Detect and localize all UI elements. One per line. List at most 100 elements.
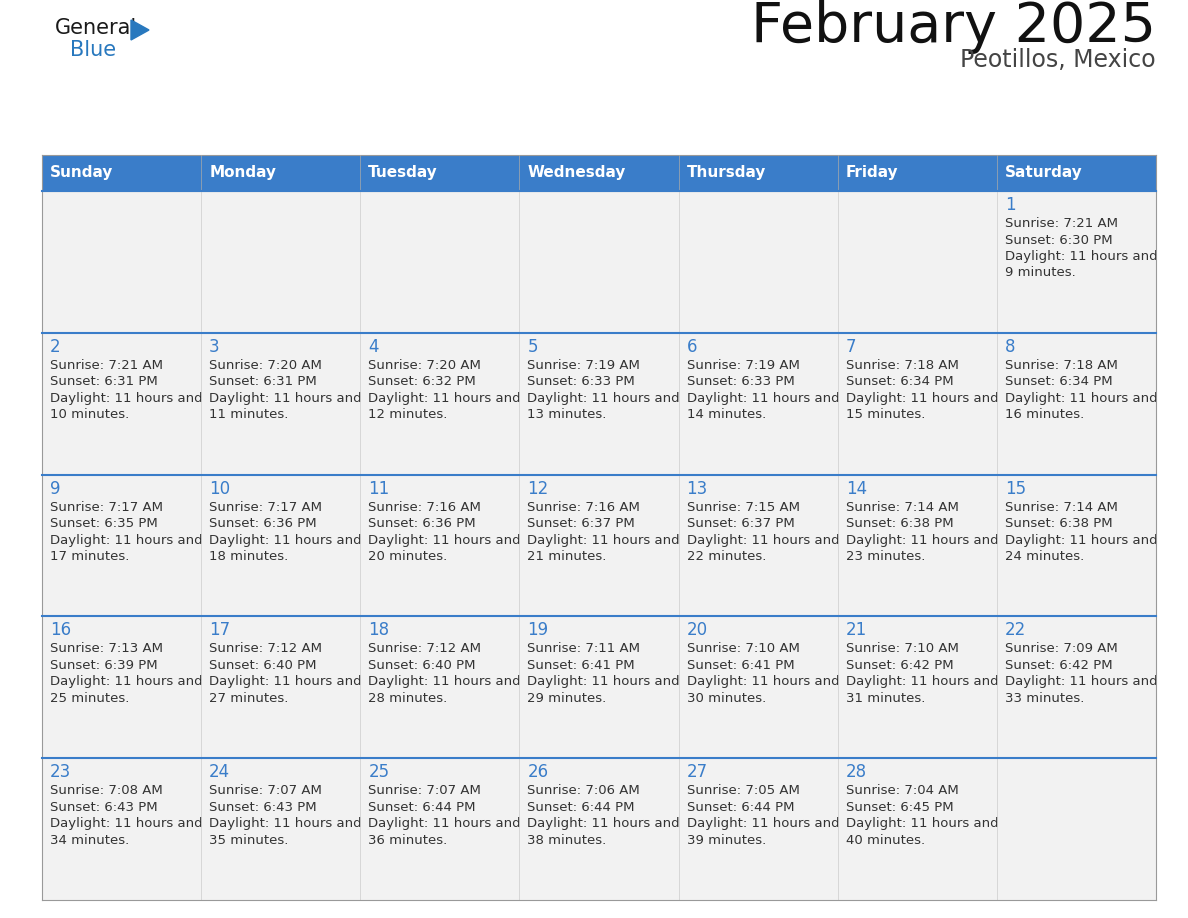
Text: Monday: Monday [209, 165, 276, 181]
Text: Sunrise: 7:21 AM: Sunrise: 7:21 AM [1005, 217, 1118, 230]
Text: 27 minutes.: 27 minutes. [209, 692, 289, 705]
Text: Sunset: 6:42 PM: Sunset: 6:42 PM [846, 659, 953, 672]
Text: Daylight: 11 hours and: Daylight: 11 hours and [527, 533, 680, 546]
Text: 18: 18 [368, 621, 390, 640]
Text: Sunrise: 7:09 AM: Sunrise: 7:09 AM [1005, 643, 1118, 655]
Text: Sunset: 6:43 PM: Sunset: 6:43 PM [50, 800, 158, 813]
Text: 15 minutes.: 15 minutes. [846, 409, 925, 421]
Text: 6: 6 [687, 338, 697, 356]
Text: Sunset: 6:40 PM: Sunset: 6:40 PM [209, 659, 317, 672]
Bar [838, 191, 997, 333]
Text: Sunrise: 7:05 AM: Sunrise: 7:05 AM [687, 784, 800, 797]
Bar [519, 475, 678, 616]
Bar [42, 191, 201, 333]
Text: 28: 28 [846, 763, 867, 781]
Text: Sunrise: 7:15 AM: Sunrise: 7:15 AM [687, 500, 800, 513]
Bar [201, 758, 360, 900]
Bar [997, 155, 1156, 191]
Text: Saturday: Saturday [1005, 165, 1082, 181]
Text: 28 minutes.: 28 minutes. [368, 692, 448, 705]
Bar [201, 191, 360, 333]
Text: 13: 13 [687, 479, 708, 498]
Text: Daylight: 11 hours and: Daylight: 11 hours and [687, 392, 839, 405]
Text: Sunrise: 7:08 AM: Sunrise: 7:08 AM [50, 784, 163, 797]
Text: 16: 16 [50, 621, 71, 640]
Text: 1: 1 [1005, 196, 1016, 214]
Text: Sunrise: 7:20 AM: Sunrise: 7:20 AM [209, 359, 322, 372]
Text: 5: 5 [527, 338, 538, 356]
Bar [678, 191, 838, 333]
Bar [838, 758, 997, 900]
Text: Blue: Blue [70, 40, 116, 60]
Text: 24 minutes.: 24 minutes. [1005, 550, 1085, 563]
Text: Sunrise: 7:21 AM: Sunrise: 7:21 AM [50, 359, 163, 372]
Text: 33 minutes.: 33 minutes. [1005, 692, 1085, 705]
Text: Tuesday: Tuesday [368, 165, 438, 181]
Text: Sunrise: 7:14 AM: Sunrise: 7:14 AM [1005, 500, 1118, 513]
Text: 18 minutes.: 18 minutes. [209, 550, 289, 563]
Text: 36 minutes.: 36 minutes. [368, 834, 448, 846]
Bar [201, 155, 360, 191]
Text: Sunset: 6:41 PM: Sunset: 6:41 PM [527, 659, 636, 672]
Bar [360, 616, 519, 758]
Text: General: General [55, 18, 138, 38]
Text: Sunset: 6:41 PM: Sunset: 6:41 PM [687, 659, 795, 672]
Text: 11: 11 [368, 479, 390, 498]
Bar [678, 758, 838, 900]
Text: Daylight: 11 hours and: Daylight: 11 hours and [50, 392, 203, 405]
Text: Sunday: Sunday [50, 165, 113, 181]
Text: 22 minutes.: 22 minutes. [687, 550, 766, 563]
Bar [997, 333, 1156, 475]
Text: Friday: Friday [846, 165, 898, 181]
Text: 7: 7 [846, 338, 857, 356]
Text: Sunset: 6:44 PM: Sunset: 6:44 PM [368, 800, 475, 813]
Text: 29 minutes.: 29 minutes. [527, 692, 607, 705]
Text: Sunrise: 7:07 AM: Sunrise: 7:07 AM [368, 784, 481, 797]
Text: 27: 27 [687, 763, 708, 781]
Text: Sunset: 6:39 PM: Sunset: 6:39 PM [50, 659, 158, 672]
Bar [42, 155, 201, 191]
Text: 8: 8 [1005, 338, 1016, 356]
Text: Sunset: 6:36 PM: Sunset: 6:36 PM [209, 517, 317, 530]
Text: Sunset: 6:38 PM: Sunset: 6:38 PM [1005, 517, 1112, 530]
Bar [360, 333, 519, 475]
Bar [360, 155, 519, 191]
Bar [201, 333, 360, 475]
Text: Daylight: 11 hours and: Daylight: 11 hours and [527, 676, 680, 688]
Bar [42, 333, 201, 475]
Bar [360, 758, 519, 900]
Bar [360, 191, 519, 333]
Text: 23: 23 [50, 763, 71, 781]
Bar [201, 616, 360, 758]
Text: 12 minutes.: 12 minutes. [368, 409, 448, 421]
Text: Sunset: 6:44 PM: Sunset: 6:44 PM [527, 800, 634, 813]
Text: Sunset: 6:37 PM: Sunset: 6:37 PM [687, 517, 795, 530]
Text: Sunrise: 7:16 AM: Sunrise: 7:16 AM [368, 500, 481, 513]
Text: 20: 20 [687, 621, 708, 640]
Bar [42, 758, 201, 900]
Text: 25 minutes.: 25 minutes. [50, 692, 129, 705]
Bar [678, 155, 838, 191]
Text: Peotillos, Mexico: Peotillos, Mexico [960, 48, 1156, 72]
Text: Sunset: 6:31 PM: Sunset: 6:31 PM [209, 375, 317, 388]
Text: Wednesday: Wednesday [527, 165, 626, 181]
Text: 25: 25 [368, 763, 390, 781]
Text: 10 minutes.: 10 minutes. [50, 409, 129, 421]
Text: Sunrise: 7:16 AM: Sunrise: 7:16 AM [527, 500, 640, 513]
Text: Daylight: 11 hours and: Daylight: 11 hours and [368, 817, 520, 830]
Polygon shape [131, 20, 148, 40]
Text: Sunset: 6:37 PM: Sunset: 6:37 PM [527, 517, 636, 530]
Text: 11 minutes.: 11 minutes. [209, 409, 289, 421]
Text: 15: 15 [1005, 479, 1026, 498]
Text: Sunset: 6:32 PM: Sunset: 6:32 PM [368, 375, 476, 388]
Text: 3: 3 [209, 338, 220, 356]
Bar [519, 758, 678, 900]
Text: Daylight: 11 hours and: Daylight: 11 hours and [50, 817, 203, 830]
Text: Sunset: 6:33 PM: Sunset: 6:33 PM [527, 375, 636, 388]
Text: 17 minutes.: 17 minutes. [50, 550, 129, 563]
Text: Sunset: 6:30 PM: Sunset: 6:30 PM [1005, 233, 1112, 247]
Text: Sunset: 6:33 PM: Sunset: 6:33 PM [687, 375, 795, 388]
Text: 19: 19 [527, 621, 549, 640]
Text: 2: 2 [50, 338, 61, 356]
Text: Daylight: 11 hours and: Daylight: 11 hours and [687, 817, 839, 830]
